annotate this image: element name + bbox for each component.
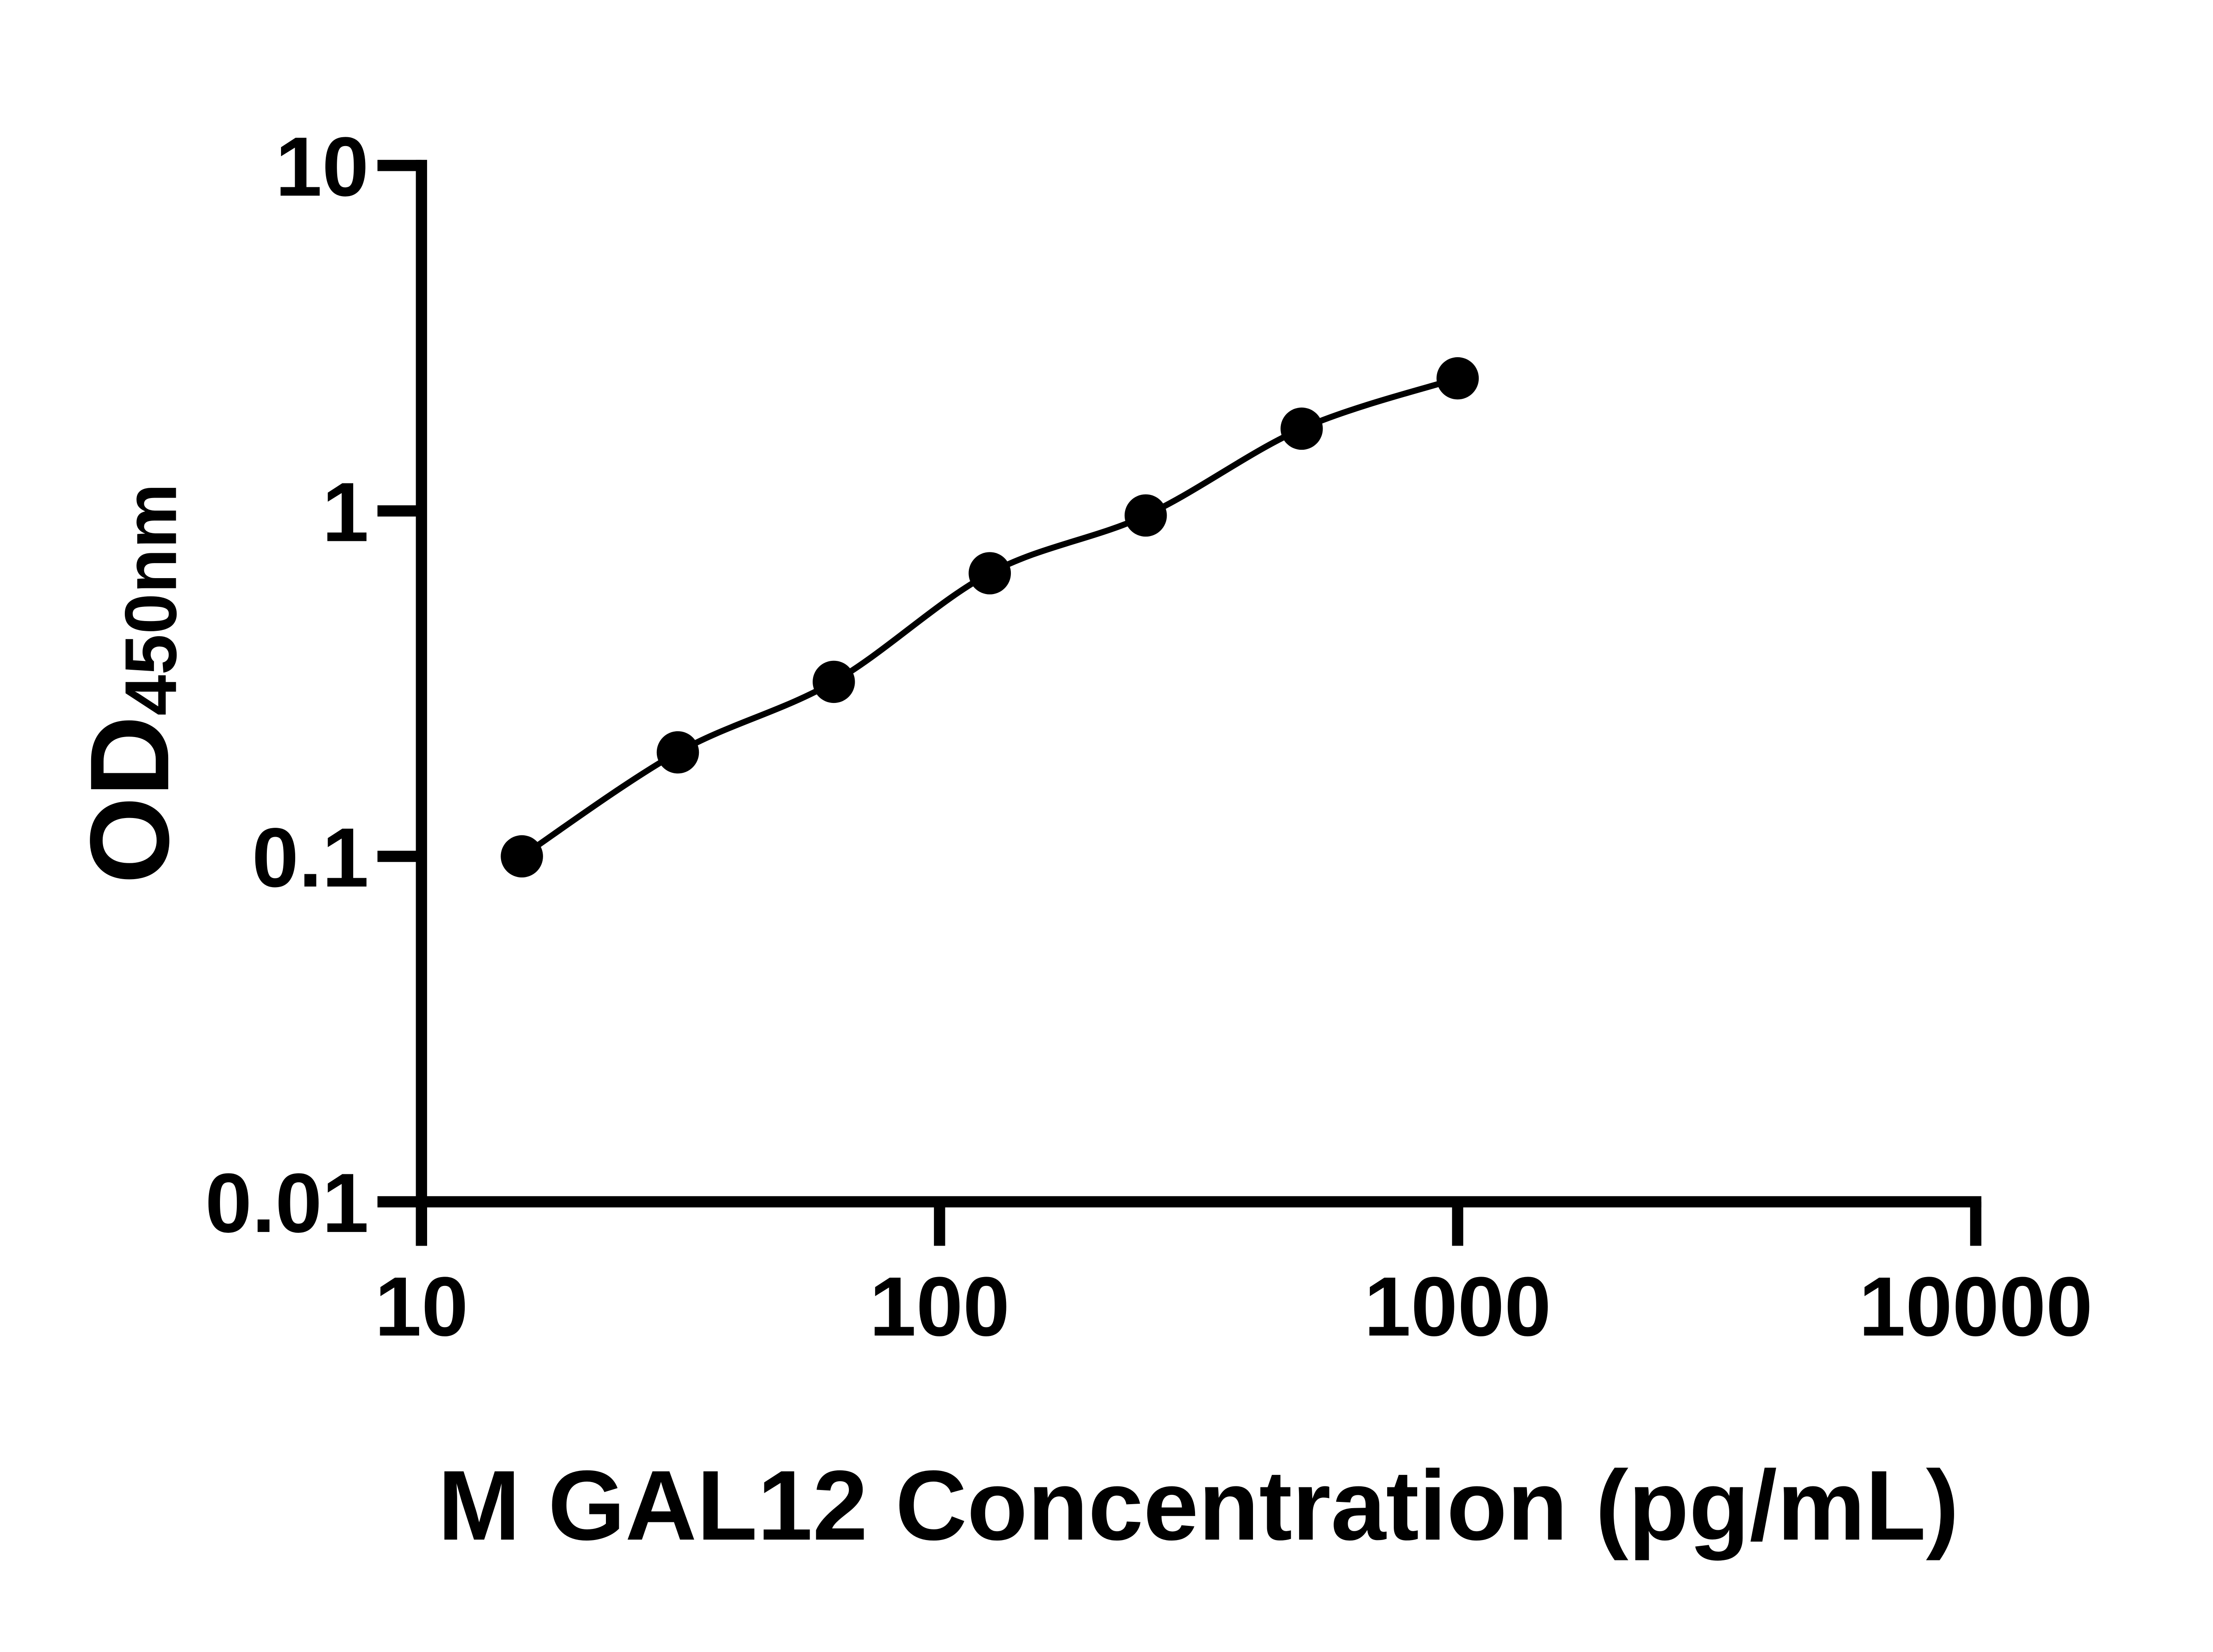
x-tick-label: 10000 xyxy=(1859,1260,2093,1354)
y-tick-label: 1 xyxy=(322,465,369,559)
plot-area: 10 100 1000 10000 10 1 0.1 0.01 xyxy=(205,120,2093,1354)
data-point-marker xyxy=(1124,494,1167,537)
y-axis-title-main: OD xyxy=(67,716,192,884)
y-axis-title-sub: 450nm xyxy=(110,483,192,716)
data-point-marker xyxy=(813,660,855,703)
data-point-marker xyxy=(1280,407,1323,450)
x-tick-label: 1000 xyxy=(1364,1260,1551,1354)
y-axis-title: OD450nm xyxy=(67,483,192,884)
y-tick-label: 0.1 xyxy=(252,811,369,905)
data-point-marker xyxy=(1436,357,1479,400)
y-tick-label: 10 xyxy=(275,120,369,214)
y-tick-label: 0.01 xyxy=(205,1156,369,1250)
x-tick-label: 10 xyxy=(375,1260,468,1354)
x-tick-label: 100 xyxy=(869,1260,1010,1354)
data-point-marker xyxy=(501,835,543,878)
x-axis-title: M GAL12 Concentration (pg/mL) xyxy=(438,1450,1959,1561)
standard-curve-line xyxy=(520,375,1459,859)
data-point-marker xyxy=(968,552,1011,594)
data-point-marker xyxy=(656,731,699,774)
